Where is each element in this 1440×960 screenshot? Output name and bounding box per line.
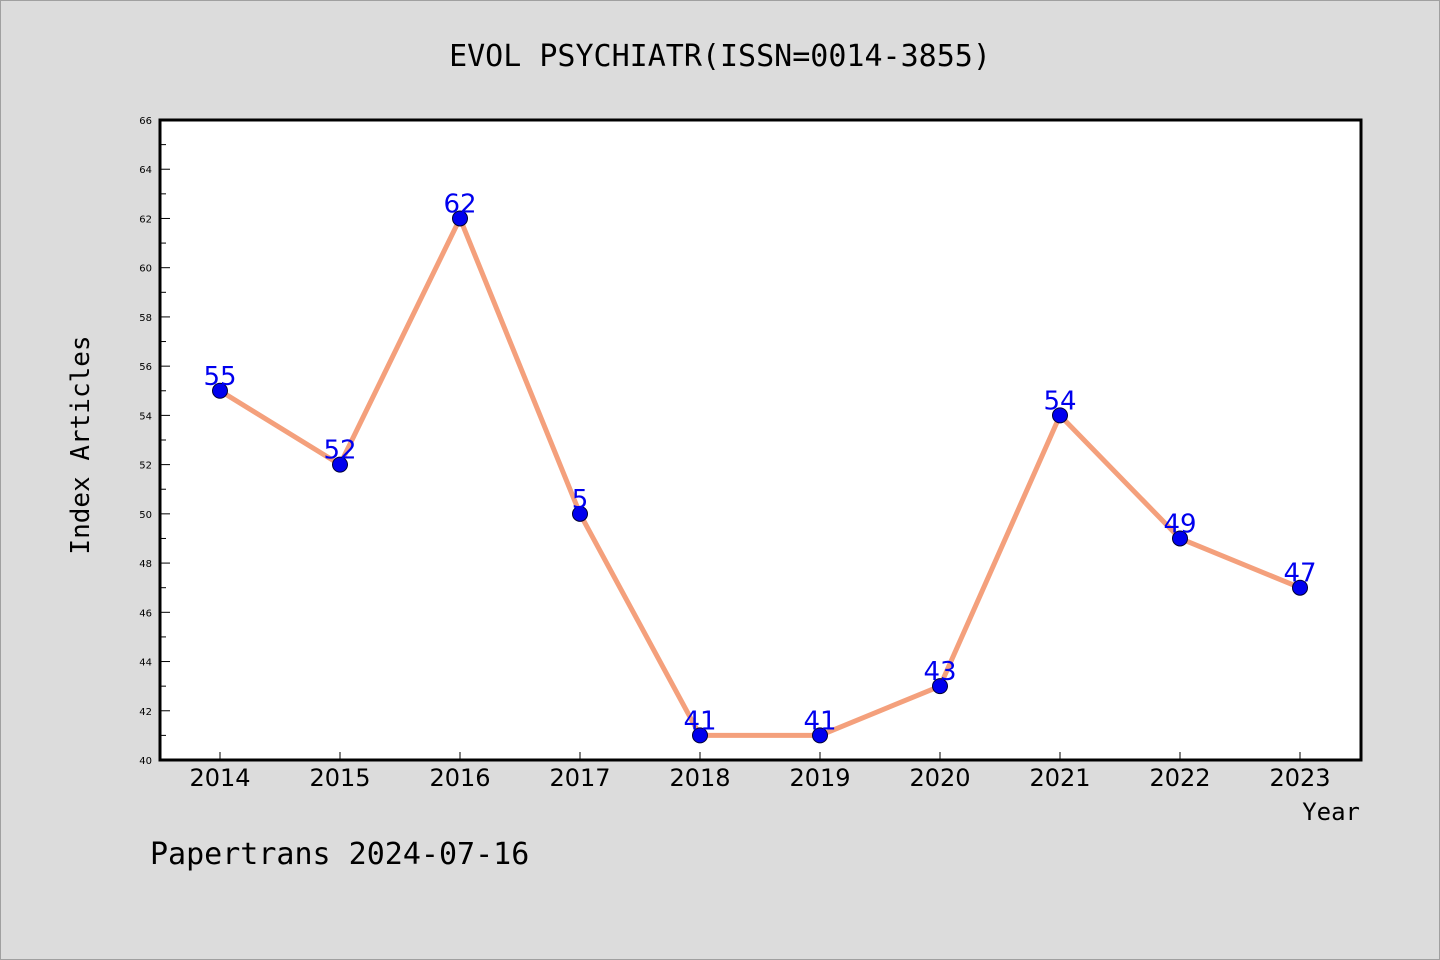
data-label: 54	[1043, 386, 1076, 416]
y-tick-label: 48	[139, 559, 152, 570]
data-point	[572, 505, 588, 522]
data-label: 47	[1283, 559, 1316, 589]
data-point	[812, 727, 828, 744]
series-line	[217, 215, 1303, 738]
x-tick-label: 2021	[1029, 764, 1090, 792]
y-tick-label: 66	[139, 116, 152, 127]
data-point	[932, 678, 948, 695]
chart-title: EVOL PSYCHIATR(ISSN=0014-3855)	[449, 39, 991, 74]
x-tick-label: 2019	[789, 764, 850, 792]
data-label: 49	[1163, 509, 1196, 539]
data-label: 55	[203, 362, 236, 392]
data-label: 43	[923, 657, 956, 687]
data-label: 5	[572, 485, 589, 515]
y-tick-label: 62	[139, 214, 152, 225]
y-tick-label: 60	[139, 264, 152, 275]
data-label: 41	[803, 706, 836, 736]
plot-area	[158, 118, 1363, 762]
y-tick-label: 40	[139, 756, 152, 767]
data-label: 52	[323, 436, 356, 466]
y-tick-label: 52	[139, 461, 152, 472]
data-label: 41	[683, 706, 716, 736]
x-tick-label: 2014	[189, 764, 250, 792]
x-tick-label: 2016	[429, 764, 490, 792]
x-tick-label: 2017	[549, 764, 610, 792]
x-tick-label: 2015	[309, 764, 370, 792]
y-tick-label: 42	[139, 707, 152, 718]
y-axis-label: Index Articles	[66, 335, 96, 554]
y-tick-label: 58	[139, 313, 152, 324]
data-point	[1172, 530, 1188, 547]
x-tick-label: 2020	[909, 764, 970, 792]
y-tick-label: 46	[139, 608, 152, 619]
x-axis-ticks: 2014 2015 2016 2017 2018 2019 2020 2021 2022 2023	[189, 752, 1331, 792]
series-layer: 55 52 62 5 41 41 43 54 49 47	[203, 189, 1317, 744]
x-tick-label: 2022	[1149, 764, 1210, 792]
y-tick-label: 54	[139, 411, 152, 422]
x-tick-label: 2023	[1269, 764, 1330, 792]
x-axis-label: Year	[1302, 798, 1360, 826]
y-tick-label: 64	[139, 165, 152, 176]
y-axis-ticks: 40 42 44 46 48 50 52 54 56 58 60 62 64 66	[139, 116, 170, 767]
x-tick-label: 2018	[669, 764, 730, 792]
data-label: 62	[443, 189, 476, 219]
data-point	[452, 210, 468, 227]
y-tick-label: 50	[139, 510, 152, 521]
data-point	[1052, 407, 1068, 424]
data-point	[692, 727, 708, 744]
data-point	[1292, 579, 1308, 596]
data-point	[212, 382, 228, 399]
footer-text: Papertrans 2024-07-16	[150, 837, 529, 872]
y-tick-label: 44	[139, 658, 152, 669]
data-point	[332, 456, 348, 473]
y-tick-label: 56	[139, 362, 152, 373]
